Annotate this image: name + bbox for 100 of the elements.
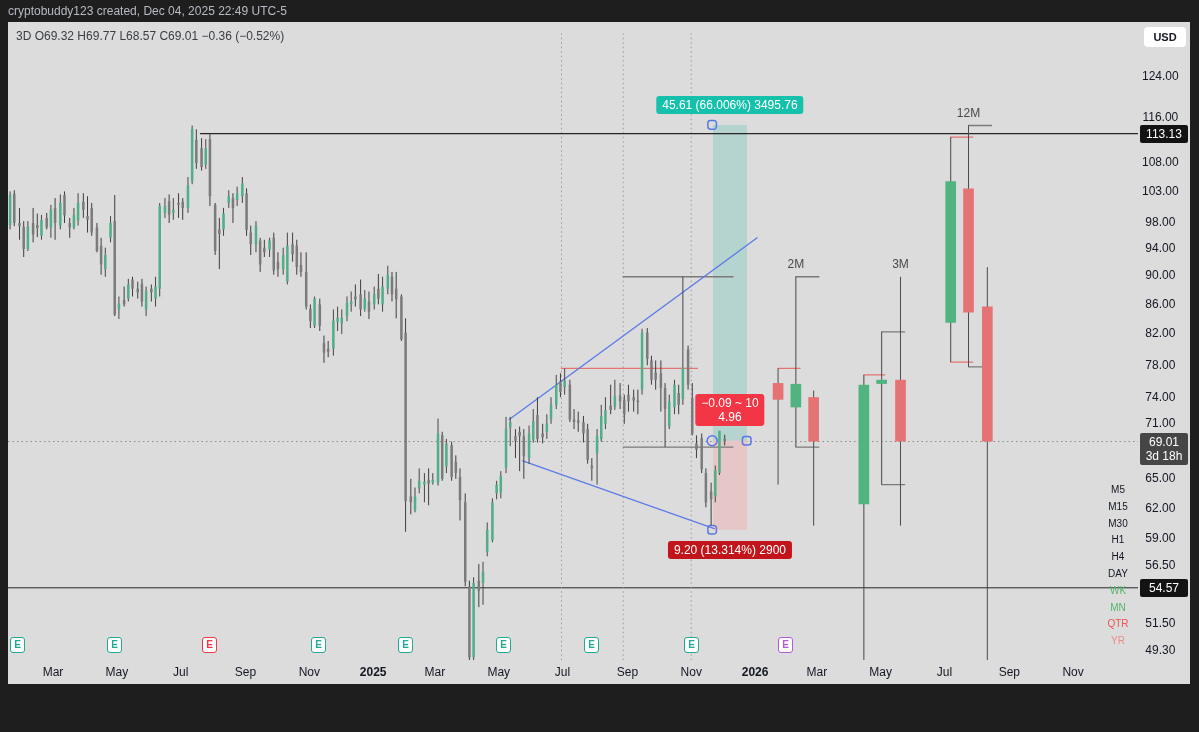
y-tick-label: 49.30 xyxy=(1145,643,1176,658)
annotation: E xyxy=(107,637,122,653)
candlestick xyxy=(200,137,203,172)
x-tick-label: Mar xyxy=(806,664,828,679)
annotation: 2M xyxy=(787,257,805,272)
x-tick-label: May xyxy=(869,664,892,679)
x-tick-label: Jul xyxy=(172,664,189,679)
candlestick xyxy=(359,279,362,317)
x-tick-label: 2025 xyxy=(359,664,387,679)
candlestick xyxy=(172,197,175,221)
y-tick-label: 71.00 xyxy=(1145,416,1176,431)
y-tick-label: 108.00 xyxy=(1142,154,1180,169)
candlestick xyxy=(22,220,25,258)
x-tick-label: Jul xyxy=(936,664,953,679)
candlestick xyxy=(609,384,612,415)
candlestick xyxy=(204,138,208,170)
annotation: WK xyxy=(1108,584,1128,597)
candlestick xyxy=(354,283,357,308)
y-tick-label: 59.00 xyxy=(1145,531,1176,546)
y-tick-label: 103.00 xyxy=(1142,184,1180,199)
ref-line-label: 69.01 3d 18h xyxy=(1140,432,1188,465)
data-label: 45.61 (66.006%) 3495.76 xyxy=(656,95,804,114)
candlestick xyxy=(876,331,887,486)
annotation: 12M xyxy=(956,105,981,120)
candlestick xyxy=(18,207,21,241)
data-label: 9.20 (13.314%) 2900 xyxy=(667,540,792,559)
y-tick-label: 56.50 xyxy=(1145,558,1176,573)
candlestick xyxy=(514,428,517,459)
candlestick xyxy=(268,237,271,258)
y-tick-label: 74.00 xyxy=(1145,390,1176,405)
candlestick xyxy=(127,278,130,302)
x-tick-label: May xyxy=(487,664,511,679)
candlestick xyxy=(377,273,380,305)
candlestick xyxy=(177,192,180,219)
candlestick xyxy=(36,213,39,238)
data-label: 113.13 xyxy=(1140,124,1188,143)
candlestick xyxy=(650,355,653,386)
candlestick xyxy=(195,128,198,170)
y-tick-label: 51.50 xyxy=(1145,616,1176,631)
candlestick xyxy=(59,193,62,230)
candlestick xyxy=(241,176,244,204)
annotation: E xyxy=(10,637,25,653)
x-tick-label: 2026 xyxy=(741,664,769,679)
candlestick xyxy=(790,276,802,448)
point xyxy=(707,119,718,130)
x-tick-label: May xyxy=(105,664,129,679)
chart-title: cryptobuddy123 created, Dec 04, 2025 22:49 UTC-5 xyxy=(8,4,287,18)
y-tick-label: 124.00 xyxy=(1142,68,1180,83)
x-tick-label: Sep xyxy=(998,664,1021,679)
candlestick xyxy=(445,438,448,474)
candlestick xyxy=(82,192,85,219)
candlestick xyxy=(673,379,676,415)
annotation: E xyxy=(778,637,793,653)
candlestick xyxy=(131,276,134,297)
candlestick xyxy=(181,197,184,221)
candlestick xyxy=(599,404,603,443)
point xyxy=(707,524,718,535)
candlestick xyxy=(381,276,384,313)
candlestick xyxy=(559,372,562,398)
annotation: H4 xyxy=(1110,551,1126,564)
annotation: E xyxy=(496,637,511,653)
candlestick xyxy=(518,425,521,472)
annotation: DAY xyxy=(1107,568,1129,580)
x-tick-label: Jul xyxy=(554,664,571,679)
candlestick xyxy=(555,374,558,410)
annotation: E xyxy=(202,637,217,653)
annotation: E xyxy=(684,637,699,653)
candlestick xyxy=(109,215,112,243)
chart-subtitle: 3D O69.32 H69.77 L68.57 C69.01 −0.36 (−0.52%) xyxy=(16,29,285,43)
y-tick-label: 116.00 xyxy=(1142,110,1179,125)
candlestick xyxy=(249,225,252,256)
y-tick-label: 65.00 xyxy=(1145,471,1176,486)
annotation: E xyxy=(311,637,326,653)
candlestick xyxy=(309,303,312,329)
candlestick xyxy=(627,384,630,413)
annotation: M15 xyxy=(1107,500,1129,513)
x-tick-label: Sep xyxy=(616,664,639,679)
annotation: QTR xyxy=(1106,618,1130,631)
point xyxy=(706,434,718,447)
annotation: 3M xyxy=(892,257,909,272)
y-tick-label: 78.00 xyxy=(1145,357,1176,372)
x-tick-label: Mar xyxy=(424,664,446,679)
candlestick xyxy=(68,217,71,239)
candlestick xyxy=(222,207,225,237)
candlestick xyxy=(632,389,635,413)
candlestick xyxy=(40,214,43,241)
ref-line-label: 54.57 xyxy=(1140,578,1188,597)
candlestick xyxy=(654,359,657,391)
y-tick-label: 62.00 xyxy=(1145,500,1176,515)
candlestick xyxy=(536,396,539,444)
annotation: E xyxy=(584,637,599,653)
x-tick-label: Mar xyxy=(42,664,64,679)
y-tick-label: 82.00 xyxy=(1145,326,1176,341)
candlestick xyxy=(63,190,66,224)
candlestick xyxy=(291,232,294,263)
candlestick xyxy=(218,217,221,270)
y-tick-label: 90.00 xyxy=(1145,268,1176,283)
annotation: YR xyxy=(1110,635,1126,648)
annotation: M5 xyxy=(1110,484,1126,496)
candlestick xyxy=(541,423,544,444)
